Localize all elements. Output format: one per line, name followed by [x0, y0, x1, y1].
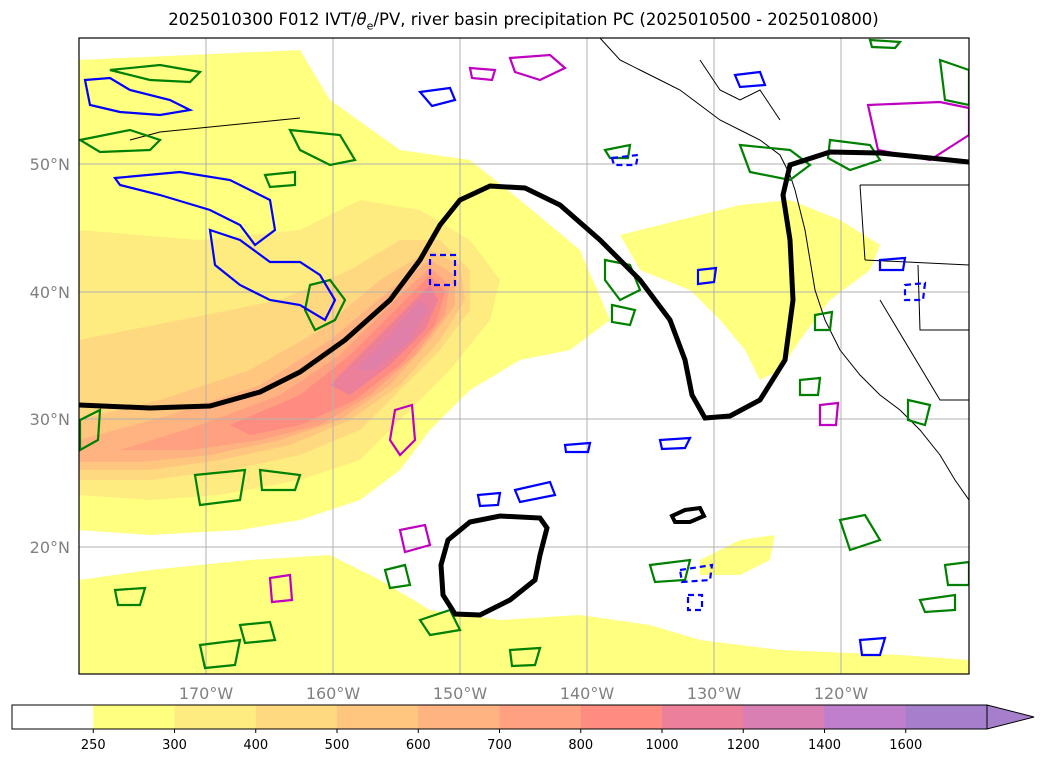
colorbar: 250 300 400 500 600 700 800 1000 1200 1400 1600 [11, 704, 1035, 753]
colorbar-tick-label: 600 [406, 738, 431, 753]
latitude-labels: 50°N 40°N 30°N 20°N [30, 155, 70, 557]
ivt-band-250 [79, 555, 969, 674]
colorbar-extend-arrow [986, 704, 1035, 730]
lat-label: 20°N [30, 538, 70, 557]
map-frame [78, 37, 970, 675]
colorbar-segment [337, 705, 419, 729]
colorbar-segment [743, 705, 825, 729]
graticule [79, 38, 969, 674]
pv-contours-green [79, 38, 969, 670]
lat-label: 30°N [30, 410, 70, 429]
ivt-shading [79, 50, 969, 674]
colorbar-segment [93, 705, 175, 729]
colorbar-tick-label: 500 [325, 738, 350, 753]
colorbar-tick-label: 1200 [727, 738, 760, 753]
ivt-band-250 [620, 200, 880, 380]
ivt-band-1200 [355, 300, 428, 370]
map-plot-area [79, 38, 969, 674]
colorbar-segment [174, 705, 257, 729]
colorbar-segment [662, 705, 744, 729]
pv-contours-blue [83, 70, 907, 657]
colorbar-tick-label: 1600 [889, 738, 922, 753]
colorbar-segment [418, 705, 500, 729]
longitude-labels: 170°W 160°W 150°W 140°W 130°W 120°W [179, 684, 869, 703]
colorbar-tick-label: 1000 [645, 738, 678, 753]
colorbar-segment [580, 705, 663, 729]
lon-label: 160°W [306, 684, 361, 703]
colorbar-segment [255, 705, 338, 729]
ivt-band-250 [700, 535, 775, 575]
lon-label: 140°W [560, 684, 615, 703]
pv-contours-blue-dashed [428, 153, 927, 612]
colorbar-tick-label: 1400 [808, 738, 841, 753]
pv-contours-magenta [268, 53, 969, 604]
lon-label: 170°W [179, 684, 234, 703]
colorbar-tick-label: 700 [487, 738, 512, 753]
colorbar-tick-label: 250 [81, 738, 106, 753]
colorbar-tick-label: 300 [162, 738, 187, 753]
lon-label: 130°W [687, 684, 742, 703]
colorbar-tick-label: 400 [243, 738, 268, 753]
colorbar-segment [824, 705, 907, 729]
coastlines [129, 38, 969, 501]
lat-label: 40°N [30, 283, 70, 302]
lat-label: 50°N [30, 155, 70, 174]
colorbar-segment [905, 705, 988, 729]
lon-label: 150°W [433, 684, 488, 703]
theta-e-contour [79, 149, 969, 618]
map-title: 2025010300 F012 IVT/θe/PV, river basin p… [168, 10, 879, 33]
colorbar-tick-label: 800 [568, 738, 593, 753]
lon-label: 120°W [814, 684, 869, 703]
ivt-band-800 [230, 275, 445, 435]
colorbar-segment [12, 705, 94, 729]
colorbar-segment [499, 705, 582, 729]
